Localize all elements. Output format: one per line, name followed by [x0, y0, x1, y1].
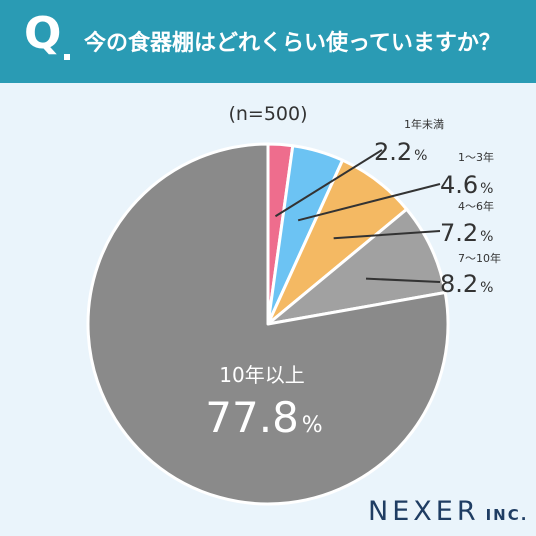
question-text: 今の食器棚はどれくらい使っていますか？ [84, 31, 501, 56]
logo-main-text: NEXER [368, 496, 480, 527]
q-letter: Q [24, 8, 62, 59]
pie-labels: 1年未満 2.2% 1〜3年 4.6 %4〜6年 7.2 % 7〜10年 8.2 % 10年以上 77… [205, 103, 501, 442]
leader-line-3 [365, 277, 441, 283]
slice-category-label-0: 1年未満 [404, 117, 444, 131]
slice-value-label-2: 7.2% [440, 219, 493, 247]
pie-slice-4 [86, 142, 450, 506]
slice-category-label-4: 10年以上 [219, 363, 304, 387]
slice-value-label-0: 2.2% [374, 138, 427, 166]
pie-slices [86, 142, 450, 506]
logo-sub-text: INC. [485, 506, 529, 524]
nexer-logo: NEXER INC. [368, 496, 528, 527]
slice-category-label-2: 4〜6年 [458, 199, 494, 213]
slice-category-label-3: 7〜10年 [458, 251, 501, 265]
slice-category-label-1: 1〜3年 [458, 150, 494, 164]
slice-value-label-3: 8.2% [440, 270, 493, 298]
leader-line-2 [333, 230, 441, 240]
slice-value-label-4: 77.8% [205, 393, 322, 442]
question-header: Q 今の食器棚はどれくらい使っていますか？ [0, 0, 536, 83]
q-dot-icon [64, 54, 70, 60]
sample-size-label: (n=500) [228, 103, 307, 125]
slice-value-label-1: 4.6% [440, 171, 493, 199]
pie-slice-3 [266, 207, 447, 326]
leader-line-0 [274, 149, 383, 218]
leader-line-1 [297, 183, 441, 222]
